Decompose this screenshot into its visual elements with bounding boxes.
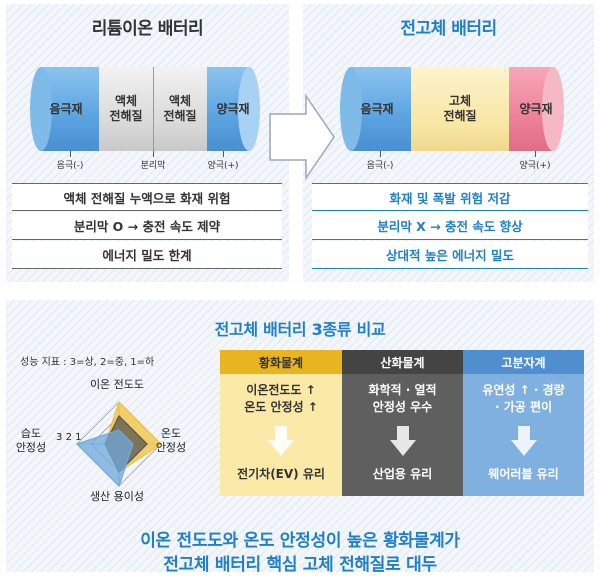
scale-label: 2 — [65, 432, 72, 443]
tick — [380, 151, 381, 157]
column-features: 유연성 ↑ · 경량 · 가공 편이 — [463, 382, 584, 416]
scale-label: 3 — [56, 432, 63, 443]
down-arrow-icon — [268, 426, 294, 456]
lithium-row: 액체 전해질 누액으로 화재 위험 — [12, 183, 282, 211]
radar-axis-humidity-stability: 습도 안정성 — [10, 427, 52, 455]
cathode-pole-label: 양극(+) — [519, 161, 551, 171]
cathode-label: 양극재 — [216, 101, 250, 116]
solid-state-title: 전고체 배터리 — [400, 19, 497, 39]
tick — [70, 151, 71, 157]
column-head: 고분자계 — [463, 350, 584, 374]
anode-label: 음극재 — [49, 101, 83, 116]
electrolyte-label-2: 액체 전해질 — [153, 67, 207, 151]
radar-axis-line: 습도 — [20, 427, 42, 440]
separator-line — [153, 67, 154, 151]
scale-note: 성능 지표 : 3=상, 2=중, 1=하 — [20, 357, 155, 368]
radar-axis-production: 생산 용이성 — [68, 490, 166, 504]
feature-line: 안정성 우수 — [372, 400, 433, 414]
cathode-label: 양극재 — [519, 101, 553, 116]
electrolyte-line: 전해질 — [443, 109, 477, 123]
solid-row: 화재 및 폭발 위험 저감 — [312, 183, 588, 211]
column-features: 이온전도도 ↑ 온도 안정성 ↑ — [220, 382, 342, 416]
electrolyte-line: 전해질 — [109, 109, 143, 123]
column-body: 이온전도도 ↑ 온도 안정성 ↑ 전기차(EV) 유리 — [220, 374, 342, 496]
radar-scale-labels: 3 2 1 — [56, 431, 106, 445]
sulfide-column: 황화물계 이온전도도 ↑ 온도 안정성 ↑ 전기차(EV) 유리 — [220, 350, 342, 496]
lithium-ion-battery: 음극재 액체 전해질 액체 전해질 양극재 — [30, 67, 260, 151]
anode-pole-label: 음극(-) — [56, 161, 84, 171]
radar-axis-line: 안정성 — [155, 441, 187, 454]
radar-axis-ion-conductivity: 이온 전도도 — [72, 378, 162, 392]
radar-axis-line: 생산 용이성 — [89, 490, 145, 503]
column-result: 웨어러블 유리 — [488, 467, 559, 481]
lithium-ion-title: 리튬이온 배터리 — [91, 19, 204, 39]
radar-axis-line: 온도 — [160, 427, 182, 440]
electrolyte-line: 고체 — [448, 94, 472, 108]
feature-line: 화학적 · 열적 — [368, 383, 437, 397]
anode-label: 음극재 — [360, 101, 394, 116]
column-body: 유연성 ↑ · 경량 · 가공 편이 웨어러블 유리 — [463, 374, 584, 496]
anode-cap — [340, 67, 362, 151]
cathode-cap — [238, 67, 260, 151]
column-head: 황화물계 — [220, 350, 342, 374]
oxide-column: 산화물계 화학적 · 열적 안정성 우수 산업용 유리 — [342, 350, 463, 496]
conclusion-line-2: 전고체 배터리 핵심 고체 전해질로 대두 — [163, 555, 437, 575]
lithium-row: 에너지 밀도 한계 — [12, 241, 282, 269]
radar-series-polygon — [75, 429, 134, 488]
column-result: 전기차(EV) 유리 — [237, 467, 325, 481]
tick — [223, 151, 224, 157]
electrolyte-line: 전해질 — [163, 109, 197, 123]
solid-electrolyte-label: 고체 전해질 — [411, 67, 509, 151]
scale-label: 1 — [75, 432, 82, 443]
separator-label: 분리막 — [140, 161, 166, 171]
radar-series — [75, 400, 162, 488]
feature-line: 유연성 ↑ · 경량 — [482, 383, 565, 397]
radar-axis-temp-stability: 온도 안정성 — [150, 427, 192, 455]
cathode-pole-label: 양극(+) — [207, 161, 239, 171]
anode-pole-label: 음극(-) — [366, 161, 394, 171]
lithium-row: 분리막 O → 충전 속도 제약 — [12, 212, 282, 240]
radar-axis-line: 이온 전도도 — [89, 378, 145, 391]
electrolyte-line: 액체 — [168, 94, 192, 108]
transition-arrow-icon — [269, 93, 335, 181]
electrolyte-label-1: 액체 전해질 — [99, 67, 153, 151]
solid-state-battery: 음극재 고체 전해질 양극재 — [340, 67, 564, 151]
solid-row: 분리막 X → 충전 속도 향상 — [312, 212, 588, 240]
column-result: 산업용 유리 — [372, 467, 433, 481]
anode-cap — [30, 67, 52, 151]
comparison-title: 전고체 배터리 3종류 비교 — [214, 320, 386, 339]
cathode-cap — [542, 67, 564, 151]
down-arrow-icon — [510, 426, 537, 456]
solid-row: 상대적 높은 에너지 밀도 — [312, 241, 588, 269]
conclusion-line-1: 이온 전도도와 온도 안정성이 높은 황화물계가 — [140, 531, 460, 551]
feature-line: 온도 안정성 ↑ — [244, 400, 318, 414]
column-features: 화학적 · 열적 안정성 우수 — [342, 382, 463, 416]
solid-electrolyte-body — [411, 67, 509, 151]
radar-axis-line: 안정성 — [15, 441, 47, 454]
tick — [535, 151, 536, 157]
feature-line: 이온전도도 ↑ — [246, 383, 316, 397]
tick — [153, 151, 154, 157]
polymer-column: 고분자계 유연성 ↑ · 경량 · 가공 편이 웨어러블 유리 — [463, 350, 584, 496]
feature-line: · 가공 편이 — [494, 400, 553, 414]
column-head: 산화물계 — [342, 350, 463, 374]
radar-chart — [75, 400, 162, 488]
column-body: 화학적 · 열적 안정성 우수 산업용 유리 — [342, 374, 463, 496]
down-arrow-icon — [389, 426, 416, 456]
electrolyte-line: 액체 — [114, 94, 138, 108]
